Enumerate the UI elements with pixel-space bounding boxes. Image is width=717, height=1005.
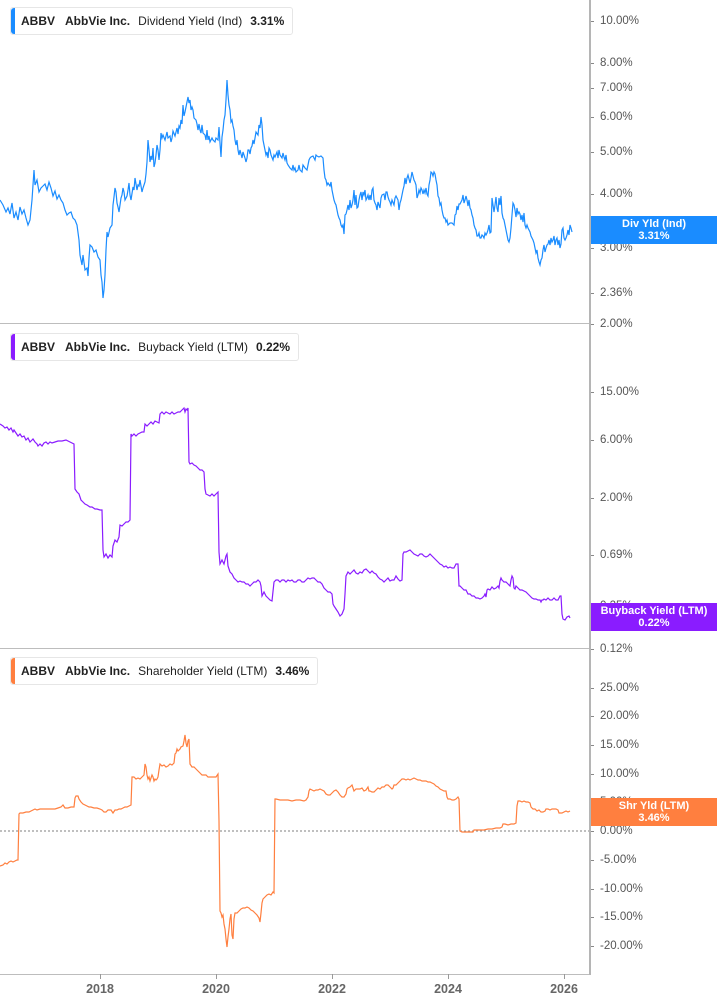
dividend-yield-line [0, 79, 573, 299]
y-tick: 6.00% [591, 111, 633, 123]
legend-color-bar [11, 658, 15, 684]
y-tick: -10.00% [591, 883, 643, 895]
x-label: 2026 [550, 982, 578, 996]
x-label: 2022 [318, 982, 346, 996]
buyback-yield-legend[interactable]: ABBV AbbVie Inc. Buyback Yield (LTM) 0.2… [10, 333, 300, 361]
y-tick: 20.00% [591, 710, 639, 722]
y-tick: -20.00% [591, 940, 643, 952]
y-tick: 7.00% [591, 82, 633, 94]
x-label: 2020 [202, 982, 230, 996]
dividend-yield-legend[interactable]: ABBV AbbVie Inc. Dividend Yield (Ind) 3.… [10, 7, 294, 35]
y-tick: 15.00% [591, 386, 639, 398]
legend-value: 0.22% [255, 340, 291, 354]
shareholder-yield-line [0, 734, 589, 948]
y-tick: 0.69% [591, 549, 633, 561]
y-tick: 0.12% [591, 643, 633, 655]
badge-value: 3.31% [638, 230, 670, 242]
x-tick [332, 974, 333, 979]
x-tick [216, 974, 217, 979]
badge-value: 3.46% [638, 812, 670, 824]
y-tick: 2.00% [591, 318, 633, 330]
panel-divider [0, 648, 589, 649]
badge-label: Div Yld (Ind) [622, 218, 686, 230]
legend-metric: Buyback Yield (LTM) [138, 340, 248, 354]
y-axis-line [589, 649, 591, 975]
badge-label: Shr Yld (LTM) [618, 800, 690, 812]
legend-value: 3.31% [250, 14, 285, 28]
y-tick: -5.00% [591, 854, 636, 866]
y-tick: 5.00% [591, 146, 633, 158]
badge-label: Buyback Yield (LTM) [600, 605, 708, 617]
legend-color-bar [11, 334, 15, 360]
legend-ticker: ABBV [21, 664, 56, 678]
legend-metric: Dividend Yield (Ind) [138, 14, 243, 28]
x-tick [564, 974, 565, 979]
legend-color-bar [11, 8, 15, 34]
dividend-yield-panel: ABBV AbbVie Inc. Dividend Yield (Ind) 3.… [0, 0, 717, 330]
y-tick: 25.00% [591, 682, 639, 694]
y-tick: 2.36% [591, 287, 633, 299]
y-tick: 3.00% [591, 242, 633, 254]
panel-divider [0, 323, 589, 324]
y-tick: 6.00% [591, 434, 633, 446]
legend-ticker: ABBV [21, 14, 56, 28]
y-axis-line [589, 324, 591, 649]
y-tick: 2.00% [591, 492, 633, 504]
x-label: 2024 [434, 982, 462, 996]
x-axis-baseline [0, 974, 589, 975]
legend-ticker: ABBV [21, 340, 56, 354]
buyback-yield-panel: ABBV AbbVie Inc. Buyback Yield (LTM) 0.2… [0, 324, 717, 655]
y-tick: 10.00% [591, 768, 639, 780]
y-axis-line [589, 0, 591, 324]
buyback-yield-line [0, 406, 571, 621]
x-tick [448, 974, 449, 979]
legend-metric: Shareholder Yield (LTM) [138, 664, 268, 678]
x-tick [100, 974, 101, 979]
legend-company: AbbVie Inc. [65, 14, 131, 28]
buyback-yield-badge: Buyback Yield (LTM) 0.22% [591, 603, 717, 631]
badge-value: 0.22% [638, 617, 670, 629]
shareholder-yield-panel: ABBV AbbVie Inc. Shareholder Yield (LTM)… [0, 649, 717, 975]
y-tick: 10.00% [591, 15, 639, 27]
dividend-yield-badge: Div Yld (Ind) 3.31% [591, 216, 717, 244]
legend-company: AbbVie Inc. [65, 664, 131, 678]
y-tick: 0.00% [591, 825, 633, 837]
legend-value: 3.46% [275, 664, 310, 678]
y-tick: 8.00% [591, 57, 633, 69]
shareholder-yield-badge: Shr Yld (LTM) 3.46% [591, 798, 717, 826]
y-tick: 15.00% [591, 739, 639, 751]
y-tick: 4.00% [591, 188, 633, 200]
x-label: 2018 [86, 982, 114, 996]
shareholder-yield-legend[interactable]: ABBV AbbVie Inc. Shareholder Yield (LTM)… [10, 657, 319, 685]
legend-company: AbbVie Inc. [65, 340, 131, 354]
y-tick: -15.00% [591, 911, 643, 923]
